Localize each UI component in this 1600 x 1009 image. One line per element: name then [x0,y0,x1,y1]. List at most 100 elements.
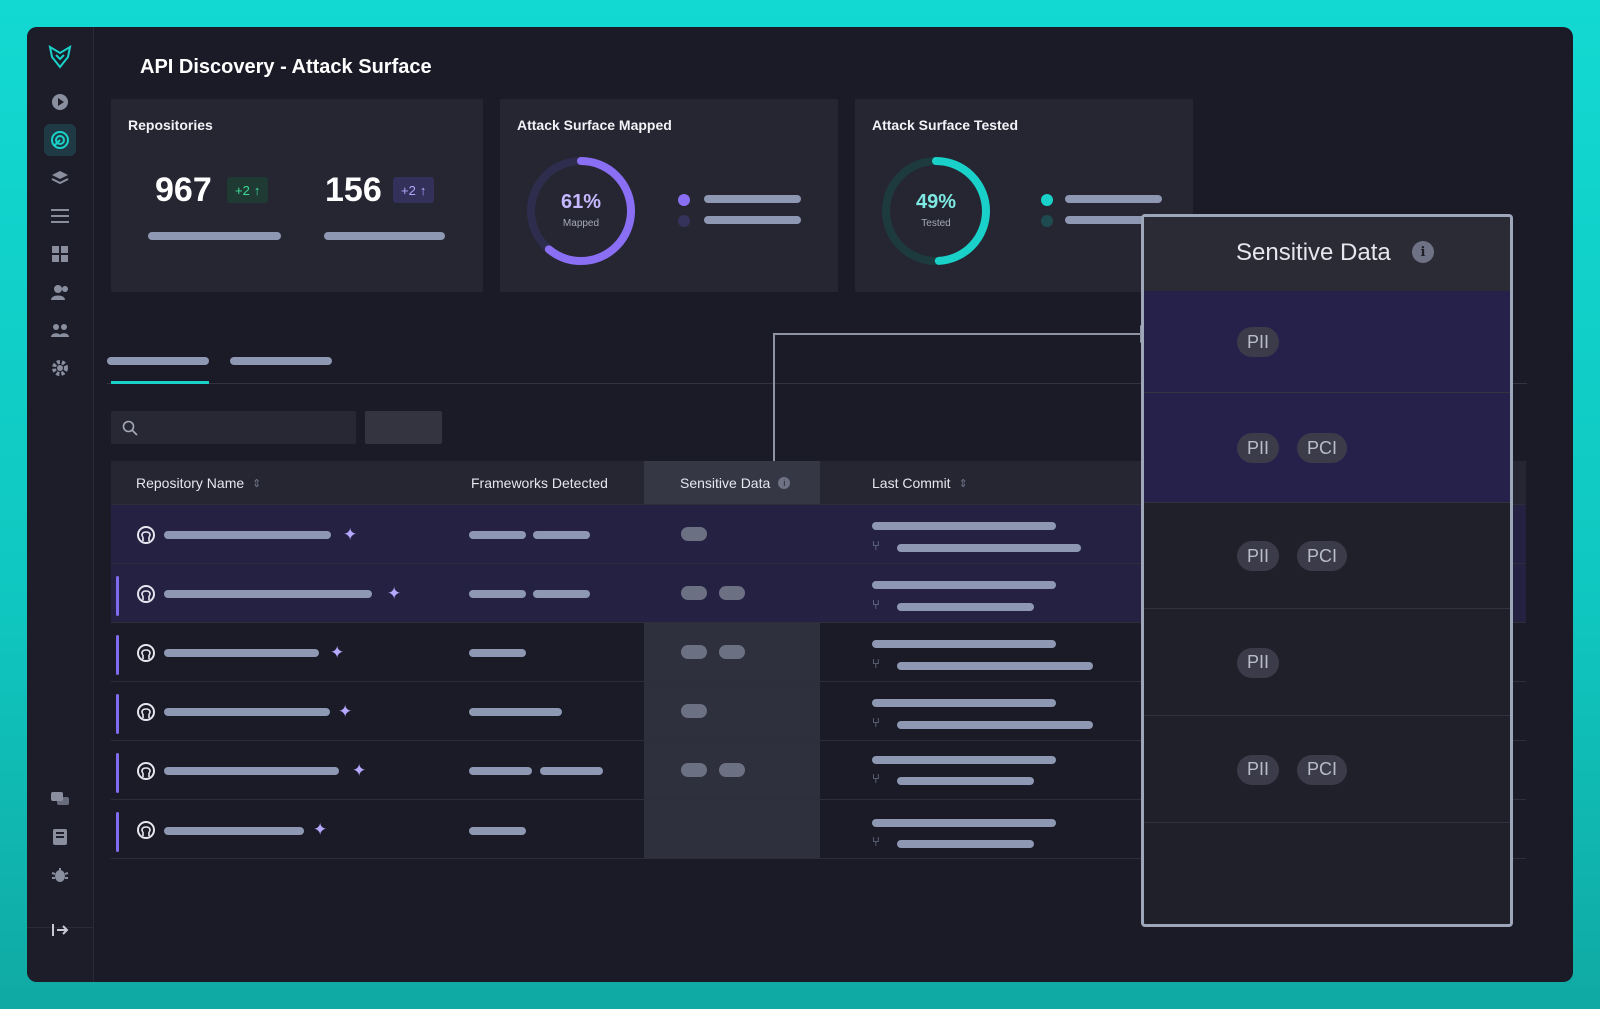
user-icon[interactable] [44,276,76,308]
sparkle-icon[interactable]: ✦ [387,584,402,603]
placeholder-bar [872,699,1056,707]
sparkle-icon[interactable]: ✦ [330,643,345,662]
branch-icon: ⑂ [872,656,880,671]
users-icon[interactable] [44,314,76,346]
grid-icon[interactable] [44,238,76,270]
placeholder-bar [148,232,281,240]
repositories-card: Repositories 967 +2 ↑ 156 +2 ↑ [111,99,483,292]
sort-icon[interactable]: ⇕ [252,477,262,490]
chat-icon[interactable] [44,783,76,815]
sidebar [27,27,94,982]
sensitive-chip [719,763,745,777]
placeholder-bar [704,216,801,224]
repo-stat-primary: 967 [155,171,212,209]
data-tag-pci: PCI [1297,754,1348,785]
tab-placeholder-1[interactable] [107,357,209,365]
radar-icon[interactable] [44,124,76,156]
sensitive-chip [719,645,745,659]
sparkle-icon[interactable]: ✦ [352,761,367,780]
bug-icon[interactable] [44,859,76,891]
row-accent [116,635,119,675]
list-icon[interactable] [44,200,76,232]
sparkle-icon[interactable]: ✦ [313,820,328,839]
table-row[interactable]: ✦ ⑂ [111,681,1526,740]
card-title: Attack Surface Mapped [517,117,672,133]
github-icon [137,526,155,549]
search-input[interactable] [111,411,356,444]
panel-row: PII PCI [1144,716,1510,823]
legend-dot [678,194,690,206]
panel-row: PII [1144,609,1510,716]
table-row[interactable]: ✦ ⑂ [111,622,1526,681]
table-row[interactable]: ✦ ⑂ [111,799,1526,859]
panel-row: PII PCI [1144,393,1510,503]
tabs-divider [107,383,1527,384]
placeholder-bar [469,590,526,598]
panel-row [1144,823,1510,924]
sensitive-chip [681,763,707,777]
column-header-commit[interactable]: Last Commit ⇕ [872,475,968,491]
repo-delta-secondary: +2 ↑ [393,177,435,203]
layers-icon[interactable] [44,162,76,194]
sensitive-chip [681,645,707,659]
gear-icon[interactable] [44,352,76,384]
sparkle-icon[interactable]: ✦ [338,702,353,721]
connector-line [773,333,1145,335]
arrow-up-icon: ↑ [253,182,261,198]
sort-icon[interactable]: ⇕ [958,477,968,490]
filter-button[interactable] [365,411,442,444]
info-icon[interactable]: i [778,477,791,489]
mapped-percent: 61% [560,191,602,213]
header-label: Last Commit [872,475,951,491]
branch-icon: ⑂ [872,538,880,553]
column-header-repo[interactable]: Repository Name ⇕ [136,475,261,491]
placeholder-bar [1065,195,1162,203]
header-label: Sensitive Data [680,475,771,491]
placeholder-bar [533,590,590,598]
tested-donut [882,157,990,265]
repo-stat-secondary: 156 [325,171,382,209]
sidebar-divider [27,927,94,928]
delta-value: +2 [235,182,250,198]
panel-row: PII PCI [1144,503,1510,609]
info-icon[interactable]: i [1412,241,1434,263]
github-icon [137,821,155,844]
play-icon[interactable] [44,86,76,118]
book-icon[interactable] [44,821,76,853]
legend-dot [1041,194,1053,206]
logout-icon[interactable] [44,914,76,946]
placeholder-bar [469,767,532,775]
page-title: API Discovery - Attack Surface [140,56,432,78]
sensitive-chip [719,586,745,600]
placeholder-bar [324,232,445,240]
sparkle-icon[interactable]: ✦ [343,525,358,544]
row-accent [116,694,119,734]
github-icon [137,703,155,726]
table-row[interactable]: ✦ ⑂ [111,740,1526,799]
panel-header: Sensitive Data i [1144,217,1510,291]
branch-icon: ⑂ [872,834,880,849]
sensitive-chip [681,704,707,718]
placeholder-bar [469,531,526,539]
github-icon [137,762,155,785]
placeholder-bar [897,662,1093,670]
placeholder-bar [872,640,1056,648]
placeholder-bar [164,767,339,775]
placeholder-bar [164,649,319,657]
mapped-donut [527,157,635,265]
tested-label: 49% Tested [881,191,991,229]
placeholder-bar [469,708,562,716]
data-tag-pii: PII [1237,541,1280,571]
placeholder-bar [533,531,590,539]
tab-placeholder-2[interactable] [230,357,332,365]
branch-icon: ⑂ [872,715,880,730]
legend-dot [678,215,690,227]
github-icon [137,644,155,667]
arrow-up-icon: ↑ [419,182,427,198]
logo-icon[interactable] [44,41,76,73]
connector-line [773,333,775,461]
placeholder-bar [897,603,1034,611]
mapped-arc [527,157,635,265]
search-icon [122,420,138,436]
card-title: Attack Surface Tested [872,117,1019,133]
